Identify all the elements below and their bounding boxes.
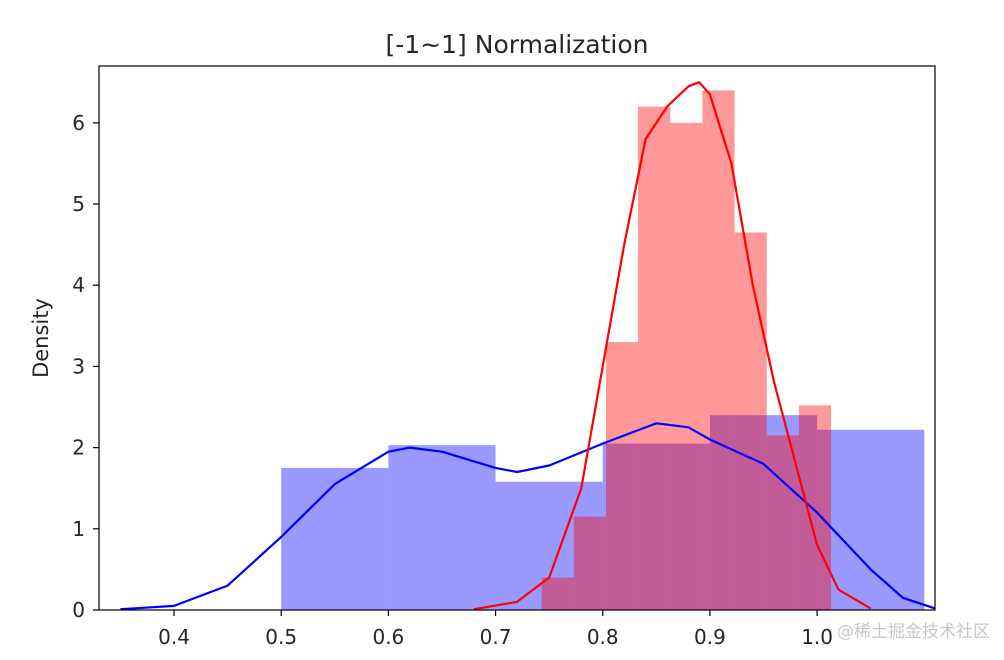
y-tick-label: 3 xyxy=(72,354,85,378)
y-axis-label: Density xyxy=(29,298,53,378)
bar-series1-2 xyxy=(605,342,639,610)
x-axis-ticks: 0.4 0.5 0.6 0.7 0.8 0.9 1.0 xyxy=(158,610,833,649)
x-tick-label: 0.5 xyxy=(265,625,297,649)
bar-series1-8 xyxy=(798,405,832,610)
y-tick-label: 1 xyxy=(72,517,85,541)
kde-line-series1 xyxy=(473,81,872,611)
histogram-bars xyxy=(281,90,925,611)
bar-series0-1 xyxy=(388,445,496,610)
y-tick-label: 0 xyxy=(72,598,85,622)
kde-line-series0 xyxy=(120,422,936,611)
bar-series1-0 xyxy=(541,577,574,610)
bar-series0-3 xyxy=(602,443,710,610)
y-axis-ticks: 0 1 2 3 4 5 6 xyxy=(72,111,99,622)
x-tick-label: 0.4 xyxy=(158,625,190,649)
bar-series1-1 xyxy=(573,516,606,610)
watermark: @稀土掘金技术社区 xyxy=(837,622,990,642)
plot-frame xyxy=(98,65,936,611)
bar-series1-5 xyxy=(702,90,735,610)
y-tick-label: 5 xyxy=(72,192,85,216)
x-tick-label: 0.8 xyxy=(587,625,619,649)
y-tick-label: 6 xyxy=(72,111,85,135)
bar-series0-0 xyxy=(281,467,389,610)
x-tick-label: 0.7 xyxy=(480,625,512,649)
bar-series1-3 xyxy=(638,106,671,610)
kde-lines xyxy=(120,81,936,611)
bar-series0-2 xyxy=(495,481,603,610)
bar-series1-6 xyxy=(734,232,767,610)
x-tick-label: 0.9 xyxy=(694,625,726,649)
bar-series0-5 xyxy=(817,429,925,610)
y-tick-label: 4 xyxy=(72,273,85,297)
x-tick-label: 1.0 xyxy=(801,625,833,649)
bar-series1-7 xyxy=(766,435,799,610)
y-tick-label: 2 xyxy=(72,436,85,460)
x-tick-label: 0.6 xyxy=(372,625,404,649)
chart-title: [-1~1] Normalization xyxy=(386,30,649,59)
bar-series1-4 xyxy=(670,122,703,611)
